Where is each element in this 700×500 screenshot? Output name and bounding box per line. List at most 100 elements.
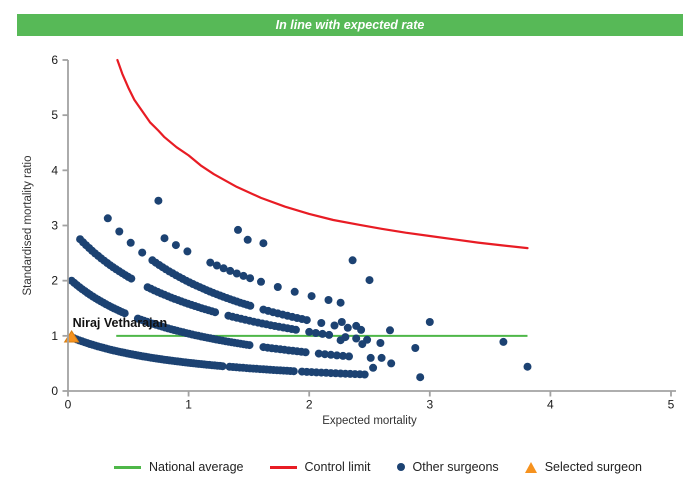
surgeon-dot[interactable]: [138, 248, 147, 257]
surgeon-dot[interactable]: [290, 287, 299, 296]
surgeon-dot[interactable]: [416, 373, 425, 382]
surgeon-dot[interactable]: [311, 329, 320, 337]
surgeon-dot[interactable]: [307, 292, 316, 301]
surgeon-dot[interactable]: [358, 340, 367, 349]
x-tick-label: 4: [547, 398, 554, 412]
surgeon-dot[interactable]: [345, 352, 353, 361]
surgeon-dot[interactable]: [499, 337, 508, 346]
x-tick-label: 2: [306, 398, 313, 412]
surgeon-dot[interactable]: [234, 225, 242, 234]
surgeon-dot[interactable]: [301, 348, 310, 357]
x-axis-title: Expected mortality: [322, 415, 417, 427]
surgeon-dot[interactable]: [317, 319, 326, 327]
surgeon-dot[interactable]: [291, 325, 300, 334]
surgeon-dot[interactable]: [103, 214, 112, 223]
surgeon-dot[interactable]: [343, 323, 352, 332]
surgeon-dot-icon: [396, 463, 405, 471]
surgeon-dot[interactable]: [305, 327, 314, 336]
surgeon-dot[interactable]: [366, 353, 375, 362]
legend: National average Control limit Other sur…: [0, 456, 700, 478]
surgeon-dot[interactable]: [369, 363, 378, 372]
status-banner-text: In line with expected rate: [275, 18, 425, 32]
legend-label: Selected surgeon: [544, 460, 642, 474]
surgeon-dot[interactable]: [115, 227, 124, 236]
surgeon-dot[interactable]: [377, 353, 386, 362]
surgeon-dot[interactable]: [154, 196, 163, 205]
status-banner: In line with expected rate: [17, 14, 683, 36]
surgeon-dot[interactable]: [376, 339, 385, 347]
surgeon-dot[interactable]: [219, 264, 228, 273]
x-tick-label: 3: [426, 398, 433, 412]
surgeon-dot[interactable]: [339, 351, 347, 360]
x-tick-label: 1: [185, 398, 192, 412]
axes: [62, 59, 676, 397]
y-tick-label: 2: [51, 274, 58, 288]
surgeon-dot[interactable]: [352, 321, 361, 330]
legend-item-selected-surgeon: Selected surgeon: [524, 460, 642, 474]
legend-label: Other surgeons: [412, 460, 499, 474]
surgeon-dot[interactable]: [246, 274, 255, 283]
legend-item-national-average: National average: [114, 460, 244, 474]
surgeon-dot[interactable]: [365, 276, 374, 285]
surgeon-dot[interactable]: [246, 301, 255, 310]
y-tick-label: 6: [51, 53, 58, 67]
surgeon-dot[interactable]: [218, 362, 227, 371]
x-tick-label: 0: [65, 398, 72, 412]
control-limit-line-icon: [269, 465, 297, 469]
surgeon-dot[interactable]: [330, 321, 339, 330]
surgeon-dot[interactable]: [232, 269, 241, 278]
y-tick-label: 4: [51, 163, 58, 177]
legend-item-other-surgeons: Other surgeons: [396, 460, 499, 474]
other-surgeons-dots: [67, 196, 532, 382]
surgeon-dot[interactable]: [302, 316, 311, 325]
y-tick-label: 0: [51, 384, 58, 398]
surgeon-dot[interactable]: [360, 370, 369, 379]
surgeon-dot[interactable]: [523, 362, 532, 371]
selected-surgeon-triangle-icon: [524, 461, 537, 473]
x-tick-label: 5: [668, 398, 675, 412]
surgeon-dot[interactable]: [332, 351, 341, 360]
selected-surgeon-name-label: Niraj Vetharajan: [73, 316, 168, 330]
surgeon-dot[interactable]: [352, 334, 361, 343]
surgeon-dot[interactable]: [127, 274, 136, 283]
surgeon-dot[interactable]: [226, 266, 235, 275]
legend-label: Control limit: [304, 460, 371, 474]
surgeon-dot[interactable]: [336, 298, 345, 307]
surgeon-dot[interactable]: [326, 350, 335, 359]
surgeon-dot[interactable]: [314, 349, 323, 358]
surgeon-dot[interactable]: [160, 234, 169, 243]
surgeon-dot[interactable]: [387, 359, 396, 368]
surgeon-dot[interactable]: [289, 367, 298, 376]
surgeon-dot[interactable]: [259, 239, 268, 248]
y-tick-label: 1: [51, 329, 58, 343]
surgeon-dot[interactable]: [411, 344, 420, 352]
surgeon-dot[interactable]: [336, 336, 345, 345]
surgeon-dot[interactable]: [239, 271, 248, 280]
surgeon-dot[interactable]: [324, 296, 333, 304]
y-axis-title: Standardised mortality ratio: [22, 156, 34, 296]
surgeon-dot[interactable]: [126, 238, 135, 247]
surgeon-dot[interactable]: [348, 256, 357, 265]
y-tick-label: 5: [51, 108, 58, 122]
surgeon-dot[interactable]: [183, 247, 192, 256]
surgeon-dot[interactable]: [211, 308, 220, 317]
surgeon-dot[interactable]: [273, 283, 282, 291]
surgeon-dot[interactable]: [212, 261, 221, 270]
surgeon-dot[interactable]: [257, 277, 265, 286]
surgeon-dot[interactable]: [206, 258, 215, 267]
surgeon-dot[interactable]: [320, 350, 329, 359]
surgeon-dot[interactable]: [425, 318, 434, 326]
surgeon-dot[interactable]: [245, 341, 254, 350]
tick-labels: 0 1 2 3 4 5 6 0 1 2 3 4 5: [51, 53, 674, 412]
surgeon-dot[interactable]: [337, 318, 346, 326]
surgeon-dot[interactable]: [386, 326, 394, 335]
surgeon-dot[interactable]: [171, 241, 180, 250]
surgeon-dot[interactable]: [120, 309, 129, 318]
control-limit-line: [116, 58, 529, 250]
surgeon-dot[interactable]: [243, 235, 252, 244]
y-tick-label: 3: [51, 219, 58, 233]
surgeon-dot[interactable]: [318, 329, 327, 338]
surgeon-dot[interactable]: [325, 330, 334, 339]
